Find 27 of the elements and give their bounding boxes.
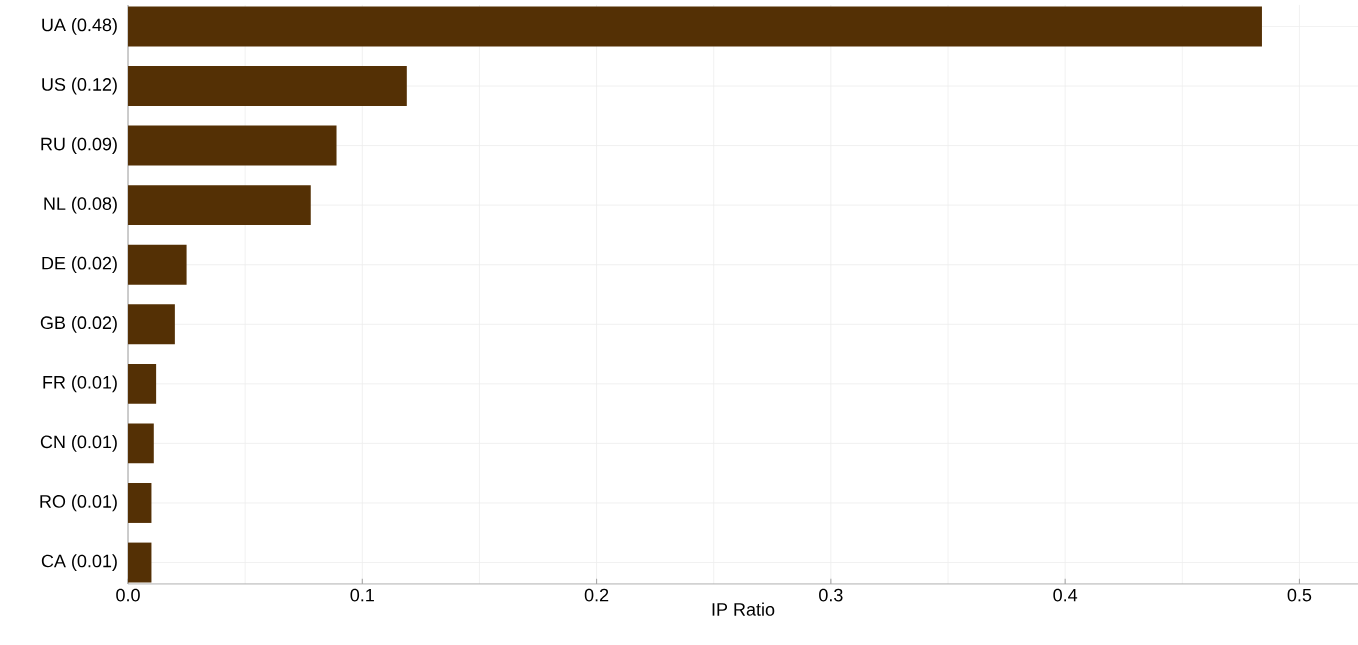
bar xyxy=(128,304,175,345)
x-tick-label: 0.3 xyxy=(819,588,843,602)
x-tick-label: 0.4 xyxy=(1053,588,1078,602)
y-tick-label: UA (0.48) xyxy=(42,18,117,35)
y-tick-label: RU (0.09) xyxy=(41,137,117,154)
bar xyxy=(128,244,187,285)
y-tick-label: CA (0.01) xyxy=(41,554,117,571)
bar xyxy=(128,185,311,226)
bar xyxy=(128,542,152,583)
x-tick-label: 0.0 xyxy=(116,588,140,602)
x-tick-label: 0.1 xyxy=(350,588,374,602)
y-tick-label: FR (0.01) xyxy=(43,375,117,393)
bar xyxy=(128,125,337,166)
bar xyxy=(128,6,1262,47)
bar xyxy=(128,423,154,464)
y-tick-label: GB (0.02) xyxy=(40,315,117,333)
x-axis-title: IP Ratio xyxy=(712,602,775,616)
bar xyxy=(128,363,157,404)
y-tick-label: RO (0.01) xyxy=(40,494,117,512)
bar xyxy=(128,66,407,106)
y-tick-label: NL (0.08) xyxy=(44,196,117,214)
y-tick-label: CN (0.01) xyxy=(40,435,117,452)
y-tick-label: DE (0.02) xyxy=(42,256,117,274)
x-tick-label: 0.2 xyxy=(584,588,609,602)
bar xyxy=(128,483,152,523)
y-tick-label: US (0.12) xyxy=(42,77,117,95)
x-tick-label: 0.5 xyxy=(1287,588,1312,602)
